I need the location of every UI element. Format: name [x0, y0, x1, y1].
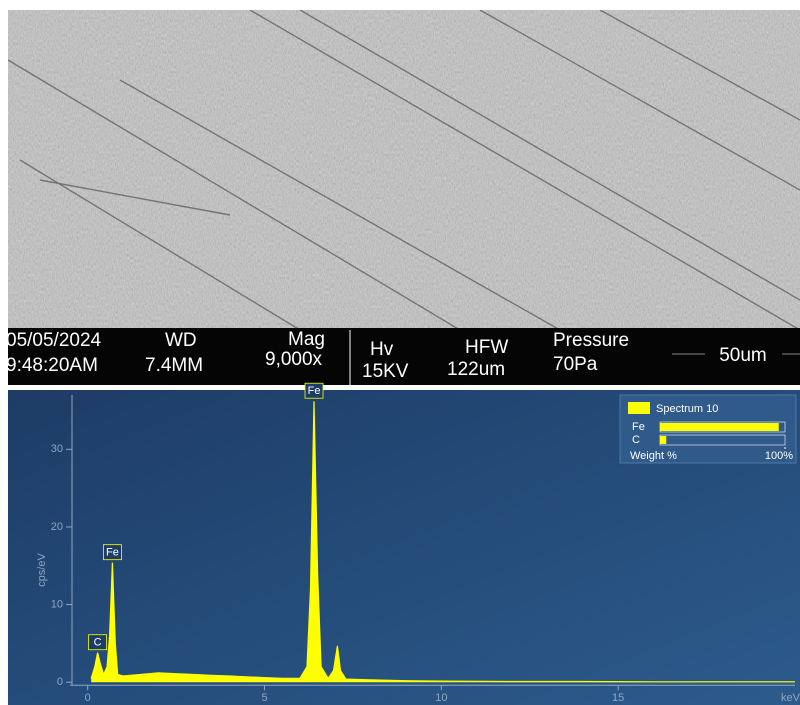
x-tick-label: 15 — [612, 692, 624, 704]
y-axis-label: cps/eV — [36, 553, 48, 587]
figure: 05/05/2024 9:48:20AM WD 7.4MM Mag 9,000x… — [0, 0, 800, 705]
category-label: C — [632, 434, 640, 446]
pressure-label: Pressure — [553, 330, 629, 351]
bar-frame — [660, 435, 785, 445]
time: 9:48:20AM — [6, 355, 98, 376]
x-tick-label: 100% — [765, 450, 793, 462]
hv-value: 15KV — [362, 361, 409, 382]
annotation: Fe — [308, 385, 321, 397]
bar — [660, 423, 779, 431]
page: 05/05/2024 9:48:20AM WD 7.4MM Mag 9,000x… — [0, 0, 800, 705]
sem-texture — [8, 10, 800, 328]
hv-label: Hv — [370, 339, 394, 360]
y-tick-label: 10 — [51, 599, 63, 611]
bar — [660, 436, 666, 444]
x-tick-label: 10 — [435, 692, 447, 704]
x-tick-label: 5 — [261, 692, 267, 704]
y-tick-label: 30 — [51, 443, 63, 455]
annotation: C — [94, 637, 102, 649]
x-axis-label: Weight % — [630, 450, 677, 462]
annotation: Fe — [106, 547, 119, 559]
scale-bar-label: 50um — [719, 345, 767, 366]
legend-swatch — [628, 402, 650, 414]
mag-label: Mag — [288, 329, 325, 350]
date: 05/05/2024 — [6, 330, 102, 351]
x-axis-label: keV — [781, 692, 800, 704]
wd-value: 7.4MM — [145, 355, 203, 376]
category-label: Fe — [632, 421, 645, 433]
pressure-value: 70Pa — [553, 354, 598, 375]
y-tick-label: 20 — [51, 521, 63, 533]
sem-image — [8, 10, 800, 330]
wd-label: WD — [165, 330, 197, 351]
mag-value: 9,000x — [265, 349, 323, 370]
y-tick-label: 0 — [57, 676, 63, 688]
legend-label: Spectrum 10 — [656, 403, 718, 415]
x-tick-label: 0 — [85, 692, 91, 704]
hfw-value: 122um — [447, 359, 505, 380]
hfw-label: HFW — [465, 337, 508, 358]
